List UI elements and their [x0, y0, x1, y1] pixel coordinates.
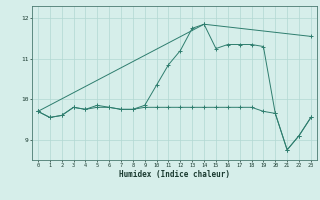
X-axis label: Humidex (Indice chaleur): Humidex (Indice chaleur)	[119, 170, 230, 179]
